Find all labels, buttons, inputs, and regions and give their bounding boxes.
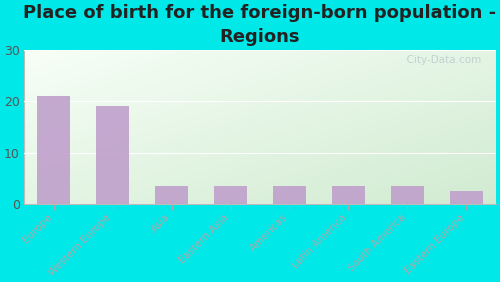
Text: City-Data.com: City-Data.com <box>400 55 481 65</box>
Bar <box>38 96 70 204</box>
Bar <box>214 186 247 204</box>
Bar <box>332 186 364 204</box>
Title: Place of birth for the foreign-born population -
Regions: Place of birth for the foreign-born popu… <box>24 4 496 46</box>
Bar <box>391 186 424 204</box>
Bar <box>96 107 129 204</box>
Bar <box>156 186 188 204</box>
Bar <box>450 191 482 204</box>
Bar <box>274 186 306 204</box>
